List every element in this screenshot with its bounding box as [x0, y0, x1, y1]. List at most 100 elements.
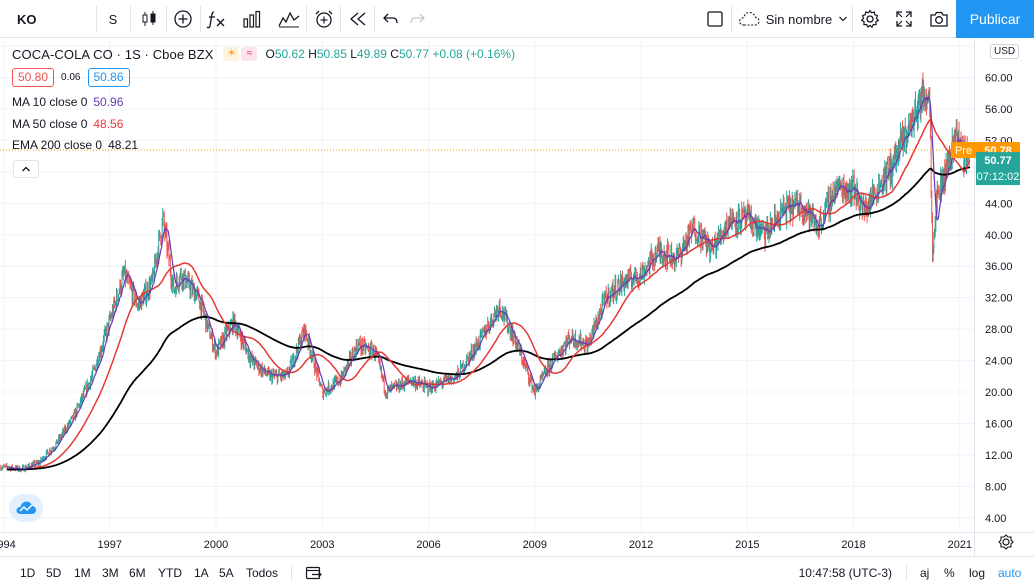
symbol-title[interactable]: COCA-COLA CO · 1S · Cboe BZX: [12, 46, 214, 62]
indicator-value: 48.21: [108, 138, 139, 152]
range-6m[interactable]: 6M: [129, 557, 146, 588]
sun-icon[interactable]: ☀: [223, 47, 240, 61]
templates-button[interactable]: [272, 0, 306, 38]
candlestick-icon: [142, 11, 156, 26]
percent-scale-toggle[interactable]: %: [944, 557, 955, 588]
indicator-legend-ma10[interactable]: MA 10 close 0 50.96: [12, 95, 123, 109]
ma50-line: [33, 118, 971, 469]
time-tick-label: 1994: [0, 539, 16, 551]
chevron-up-icon: [22, 166, 30, 172]
range-label: 1A: [194, 565, 209, 580]
percent-label: %: [944, 565, 955, 580]
compare-button[interactable]: [168, 0, 198, 38]
time-tick-label: 2018: [841, 539, 865, 551]
interval-button[interactable]: S: [98, 0, 128, 38]
indicators-button[interactable]: [202, 0, 232, 38]
snapshot-button[interactable]: [922, 0, 956, 38]
layout-name-label: Sin nombre: [765, 11, 833, 27]
last-price-label: 50.77: [984, 155, 1012, 167]
publish-button[interactable]: Publicar: [956, 0, 1034, 38]
spread-value: 0.06: [61, 72, 81, 83]
auto-label: auto: [998, 565, 1022, 580]
toolbar-divider: [200, 6, 201, 32]
currency-badge[interactable]: USD: [990, 44, 1020, 59]
toolbar-divider: [731, 6, 732, 32]
camera-icon: [930, 11, 948, 27]
price-tick-label: 24.00: [985, 356, 1013, 368]
symbol-label: KO: [17, 11, 37, 27]
toolbar-divider: [96, 6, 97, 32]
replay-button[interactable]: [342, 0, 374, 38]
price-chart[interactable]: 4.00 8.00 12.00 16.00 20.00 24.00 28.00 32.00 36…: [0, 39, 1034, 556]
auto-scale-toggle[interactable]: auto: [998, 557, 1021, 588]
collapse-legend-button[interactable]: [13, 160, 39, 178]
range-todos[interactable]: Todos: [246, 557, 278, 588]
close-label: C: [390, 47, 399, 61]
open-value: 50.62: [274, 47, 305, 61]
toolbar-divider: [852, 6, 853, 32]
range-label: 5A: [219, 565, 234, 580]
fullscreen-button[interactable]: [888, 0, 920, 38]
time-tick-label: 2021: [948, 539, 972, 551]
low-value: 49.89: [356, 47, 387, 61]
change-value: +0.08 (+0.16%): [432, 47, 516, 61]
range-1d[interactable]: 1D: [20, 557, 35, 588]
time-tick-label: 2006: [416, 539, 440, 551]
function-fx-icon: [206, 11, 225, 29]
price-tick-label: 60.00: [985, 73, 1013, 85]
bottom-divider: [291, 565, 292, 581]
settings-button[interactable]: [854, 0, 886, 38]
range-label: 1M: [74, 565, 91, 580]
indicator-legend-ma50[interactable]: MA 50 close 0 48.56: [12, 117, 123, 131]
top-toolbar: KO S: [0, 0, 1034, 38]
toolbar-divider: [340, 6, 341, 32]
indicator-value: 48.56: [93, 117, 124, 131]
bottom-toolbar: 1D 5D 1M 3M 6M YTD 1A 5A Todos 10:47:58 …: [0, 556, 1034, 588]
timezone-button[interactable]: 10:47:58 (UTC-3): [799, 557, 892, 588]
symbol-search-button[interactable]: KO: [0, 0, 96, 38]
toolbar-divider: [130, 6, 131, 32]
log-label: log: [969, 565, 986, 580]
alert-button[interactable]: [308, 0, 340, 38]
gear-icon: [860, 9, 880, 29]
time-tick-label: 1997: [98, 539, 122, 551]
layout-name-button[interactable]: Sin nombre: [736, 0, 850, 38]
axis-settings-gear-outline: [998, 534, 1014, 550]
tradingview-logo-button[interactable]: [9, 494, 43, 522]
layout-select-button[interactable]: [700, 0, 730, 38]
fullscreen-icon: [896, 11, 912, 27]
adjust-toggle[interactable]: aj: [920, 557, 929, 588]
range-label: 5D: [46, 565, 62, 580]
log-scale-toggle[interactable]: log: [969, 557, 985, 588]
bottom-divider: [906, 565, 907, 581]
redo-button[interactable]: [404, 0, 430, 38]
price-tick-label: 40.00: [985, 230, 1013, 242]
price-tick-label: 12.00: [985, 450, 1013, 462]
range-label: 1D: [20, 565, 36, 580]
range-5a[interactable]: 5A: [219, 557, 234, 588]
financials-button[interactable]: [236, 0, 268, 38]
range-ytd[interactable]: YTD: [158, 557, 182, 588]
main-series-legend: COCA-COLA CO · 1S · Cboe BZX ☀ ≈ O50.62 …: [12, 45, 515, 63]
indicator-label: EMA 200 close 0: [12, 138, 103, 152]
indicator-label: MA 10 close 0: [12, 95, 88, 109]
time-tick-label: 2015: [735, 539, 759, 551]
cloud-icon: [738, 11, 760, 26]
wave-icon[interactable]: ≈: [241, 47, 258, 61]
range-1m[interactable]: 1M: [74, 557, 91, 588]
range-3m[interactable]: 3M: [102, 557, 119, 588]
go-to-date-button[interactable]: [305, 557, 323, 588]
range-label: 6M: [129, 565, 146, 580]
range-1a[interactable]: 1A: [194, 557, 209, 588]
price-tick-label: 20.00: [985, 387, 1013, 399]
redo-arrow-icon: [410, 13, 425, 24]
indicator-legend-ema200[interactable]: EMA 200 close 0 48.21: [12, 138, 138, 152]
close-value: 50.77: [398, 47, 429, 61]
undo-button[interactable]: [378, 0, 404, 38]
range-5d[interactable]: 5D: [46, 557, 61, 588]
buy-price-button[interactable]: 50.86: [87, 68, 130, 87]
price-tick-label: 4.00: [985, 513, 1006, 525]
sell-price-button[interactable]: 50.80: [12, 68, 55, 87]
candles-chart-type-button[interactable]: [134, 0, 164, 38]
chart-legend: COCA-COLA CO · 1S · Cboe BZX ☀ ≈ O50.62 …: [12, 45, 515, 63]
